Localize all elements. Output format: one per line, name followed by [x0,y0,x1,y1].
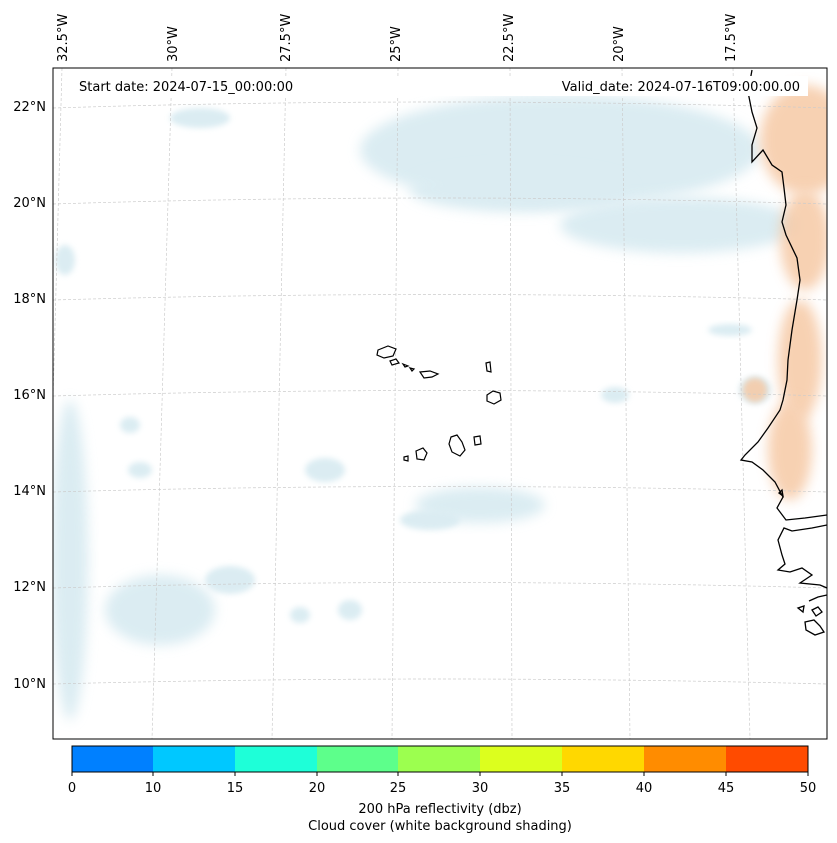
lon-label: 25°W [389,26,404,62]
reflectivity-area [760,85,827,195]
latitude-labels: 22°N 20°N 18°N 16°N 14°N 12°N 10°N [13,100,46,692]
cloud-area [53,400,88,720]
graticule [53,68,827,739]
colorbar-segment [398,746,480,772]
island [408,367,416,372]
colorbar-tick: 35 [554,781,571,796]
cloud-area [170,108,230,128]
cloud-area [290,607,310,623]
cloud-area [410,168,630,212]
cloud-area [205,566,255,594]
lat-label: 16°N [13,388,46,403]
cloud-area [708,324,752,336]
start-date-box [72,76,320,96]
island [376,345,397,359]
african-coastline [739,69,827,636]
colorbar-segment [726,746,808,772]
island [473,435,482,446]
colorbar-tick: 25 [390,781,407,796]
colorbar-segment [235,746,317,772]
map-frame [52,67,828,740]
cloud-area [338,600,362,620]
cloud-area [601,387,629,403]
colorbar-tick: 45 [718,781,735,796]
cloud-area [560,197,800,253]
colorbar-label-line1: 200 hPa reflectivity (dbz) [358,802,521,817]
cabo-verde-islands [376,345,502,462]
colorbar-tick: 0 [68,781,76,796]
colorbar-segment [562,746,644,772]
lon-label: 20°W [612,26,627,62]
lon-label: 32.5°W [56,14,71,62]
reflectivity-area [743,378,767,402]
lat-label: 10°N [13,677,46,692]
colorbar-segment [72,746,154,772]
island [486,390,502,405]
longitude-labels: 32.5°W 30°W 27.5°W 25°W 22.5°W 20°W 17.5… [56,14,739,62]
lon-label: 17.5°W [724,14,739,62]
cloud-area [120,417,140,433]
colorbar-segment [480,746,562,772]
lon-label: 27.5°W [279,14,294,62]
colorbar-label-line2: Cloud cover (white background shading) [308,819,572,834]
colorbar-segment [317,746,399,772]
cloud-area [400,510,460,530]
lon-label: 30°W [166,26,181,62]
colorbar-tick: 30 [472,781,489,796]
lat-label: 12°N [13,580,46,595]
cloud-area [105,575,215,645]
island [403,455,409,462]
lon-label: 22.5°W [502,14,517,62]
reflectivity-area [768,400,812,500]
start-date-label: Start date: 2024-07-15_00:00:00 [79,80,293,95]
colorbar-tick: 20 [309,781,326,796]
reflectivity-area [780,190,827,290]
colorbar: 0 10 15 20 25 30 35 40 45 50 200 hPa ref… [68,745,817,834]
lat-label: 14°N [13,484,46,499]
reflectivity-area [778,300,822,420]
colorbar-tick: 50 [800,781,817,796]
cloud-cover-shading [53,95,800,720]
colorbar-segment [153,746,235,772]
island [389,358,401,366]
colorbar-tick: 40 [636,781,653,796]
island [448,434,466,457]
colorbar-tick: 15 [227,781,244,796]
lat-label: 18°N [13,292,46,307]
colorbar-segment [644,746,726,772]
reflectivity-shading [743,85,827,500]
cloud-area [305,458,345,482]
lat-label: 22°N [13,100,46,115]
island [485,361,492,373]
island [415,447,428,461]
island [401,362,410,368]
valid-date-label: Valid_date: 2024-07-16T09:00:00.00 [562,80,800,95]
valid-date-box [320,76,808,96]
cloud-area [55,245,75,275]
cloud-area [128,462,152,478]
island [418,370,440,379]
colorbar-tick: 10 [145,781,162,796]
lat-label: 20°N [13,196,46,211]
colorbar-frame [71,745,809,773]
